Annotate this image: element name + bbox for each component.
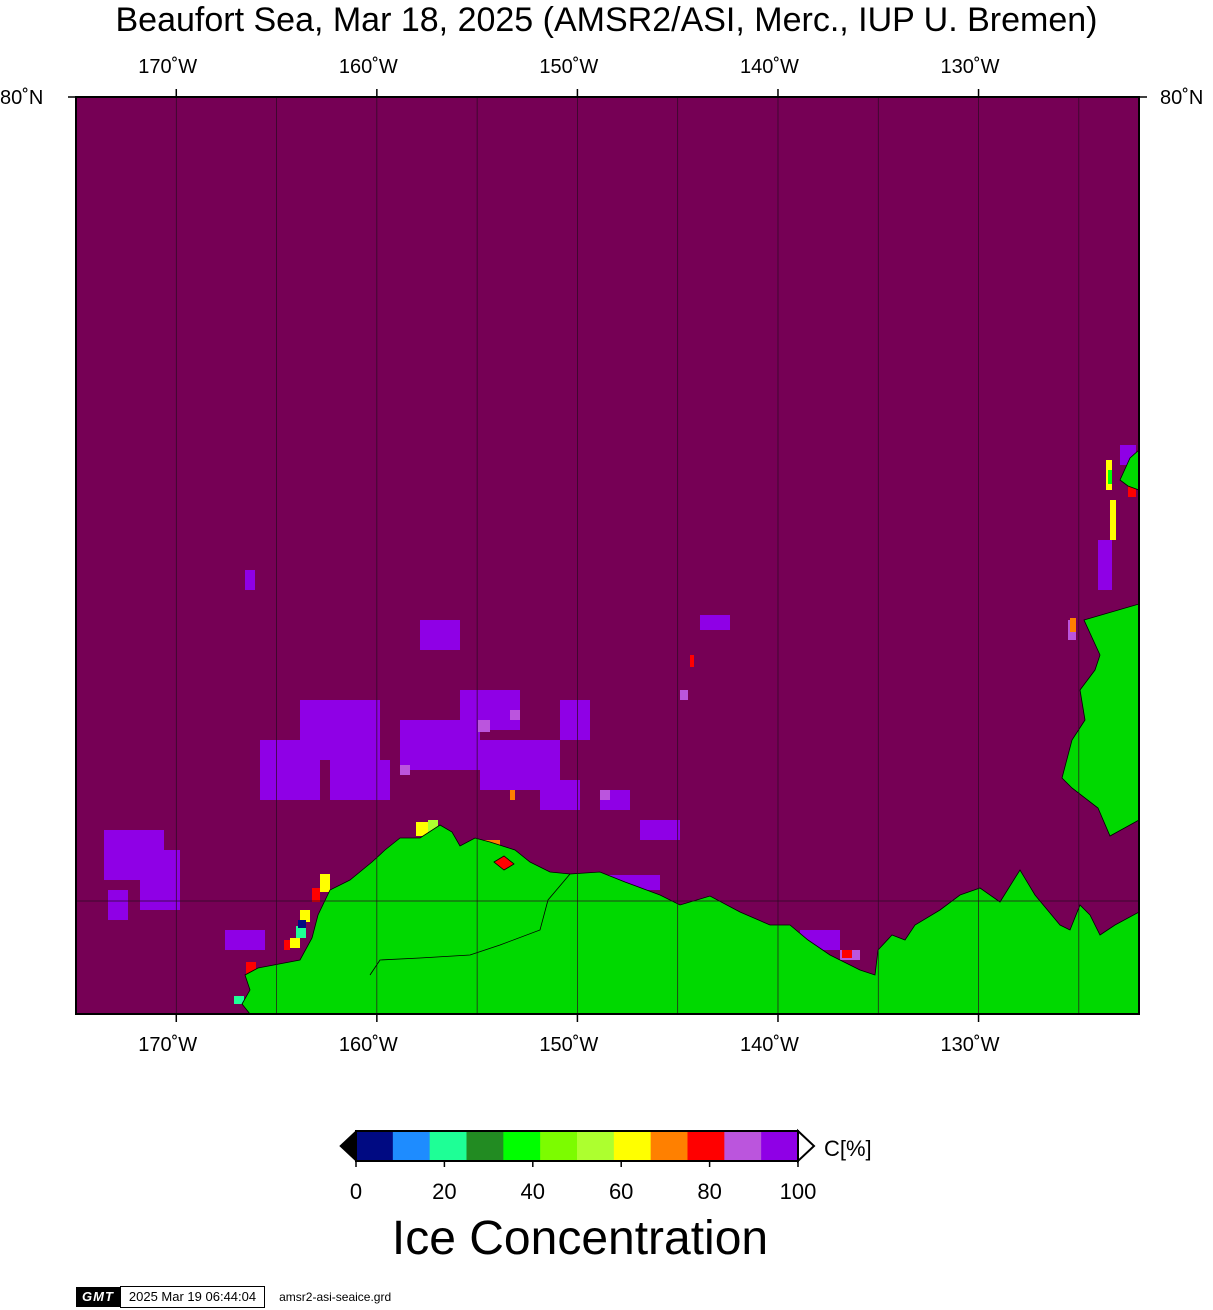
colorbar-swatch <box>429 1131 467 1161</box>
colorbar-swatch <box>466 1131 504 1161</box>
colorbar-swatch <box>687 1131 725 1161</box>
ocean-area <box>76 97 1139 1014</box>
longitude-label: 140˚W <box>739 56 799 78</box>
colorbar-tick-label: 80 <box>697 1179 722 1204</box>
footer-filename: amsr2-asi-seaice.grd <box>279 1290 392 1304</box>
colorbar-swatch <box>392 1131 431 1161</box>
longitude-label: 160˚W <box>338 56 398 78</box>
colorbar-tick-label: 100 <box>779 1179 817 1204</box>
latitude-label-right: 80˚N <box>1160 87 1204 109</box>
colorbar-swatch <box>356 1131 394 1161</box>
colorbar-label: Ice Concentration <box>391 1212 769 1265</box>
colorbar-swatch <box>650 1131 688 1161</box>
colorbar-swatch <box>503 1131 541 1161</box>
colorbar-underflow-triangle <box>339 1129 357 1163</box>
longitude-label: 150˚W <box>539 56 599 78</box>
gmt-logo: GMT <box>76 1287 120 1307</box>
frame-ticks <box>68 89 1147 1022</box>
map-title: Beaufort Sea, Mar 18, 2025 (AMSR2/ASI, M… <box>115 1 1098 39</box>
colorbar-overflow-triangle <box>797 1128 816 1164</box>
longitude-label: 140˚W <box>739 1034 799 1056</box>
colorbar-tick-label: 40 <box>520 1179 546 1204</box>
latitude-label-left: 80˚N <box>0 87 44 109</box>
ice-speckle <box>104 445 1136 950</box>
colorbar-frame <box>355 1130 799 1162</box>
colorbar-swatch <box>724 1131 762 1161</box>
colorbar-swatch <box>577 1131 615 1161</box>
graticule <box>76 97 1139 1014</box>
longitude-label: 170˚W <box>138 1034 198 1056</box>
colorbar-tick-label: 60 <box>608 1179 634 1204</box>
longitude-label: 130˚W <box>940 56 1000 78</box>
colorbar-tick-label: 20 <box>432 1179 457 1204</box>
longitude-label: 130˚W <box>940 1034 1000 1056</box>
colorbar <box>339 1128 816 1167</box>
land-alaska-yukon <box>241 824 1140 1015</box>
colorbar-swatch <box>540 1131 578 1161</box>
longitude-label: 150˚W <box>539 1034 599 1056</box>
colorbar-tick-label: 0 <box>349 1179 363 1204</box>
border-line <box>369 873 571 976</box>
footer: GMT 2025 Mar 19 06:44:04 amsr2-asi-seaic… <box>76 1286 391 1308</box>
colorbar-unit: C[%] <box>824 1136 872 1161</box>
colorbar-swatch <box>613 1131 652 1161</box>
footer-timestamp: 2025 Mar 19 06:44:04 <box>119 1286 266 1308</box>
land-island-small <box>493 855 515 871</box>
colorbar-swatch <box>761 1131 799 1161</box>
map-frame <box>75 96 1140 1015</box>
longitude-label: 170˚W <box>138 56 198 78</box>
longitude-label: 160˚W <box>338 1034 398 1056</box>
